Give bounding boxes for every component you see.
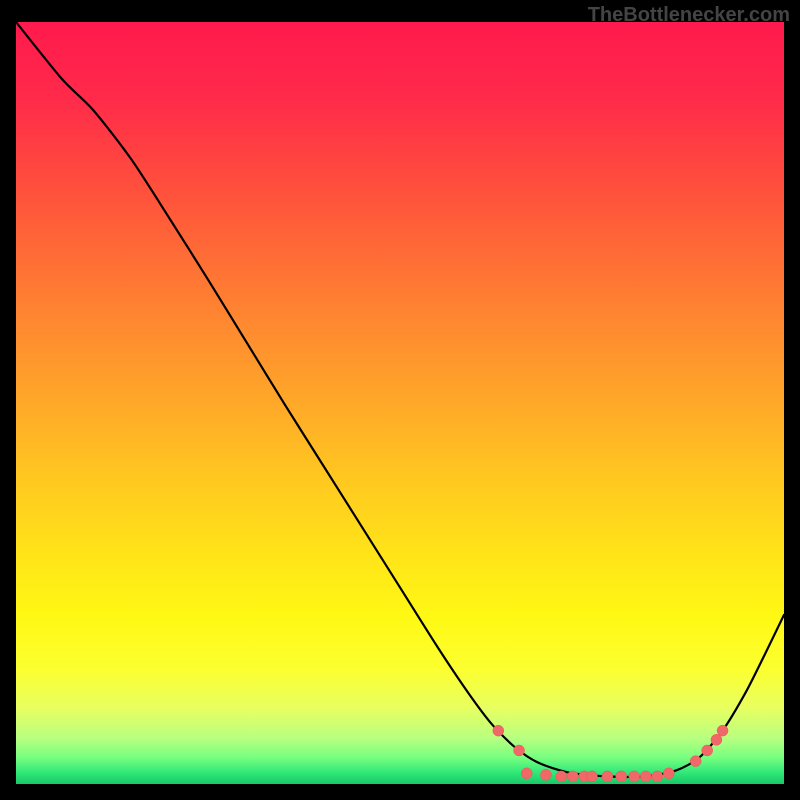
data-marker <box>711 734 722 745</box>
data-marker <box>629 771 640 782</box>
data-marker <box>540 769 551 780</box>
data-marker <box>702 745 713 756</box>
watermark-text: TheBottlenecker.com <box>588 4 790 27</box>
data-marker <box>556 771 567 782</box>
data-marker <box>587 771 598 782</box>
marker-group <box>493 725 728 782</box>
data-marker <box>521 768 532 779</box>
plot-area <box>16 22 784 784</box>
data-marker <box>567 771 578 782</box>
data-marker <box>514 745 525 756</box>
curve-layer <box>16 22 784 784</box>
data-marker <box>690 756 701 767</box>
data-marker <box>663 768 674 779</box>
bottleneck-curve-line <box>16 22 784 777</box>
data-marker <box>616 771 627 782</box>
data-marker <box>640 771 651 782</box>
data-marker <box>493 725 504 736</box>
data-marker <box>717 725 728 736</box>
data-marker <box>652 771 663 782</box>
data-marker <box>602 771 613 782</box>
